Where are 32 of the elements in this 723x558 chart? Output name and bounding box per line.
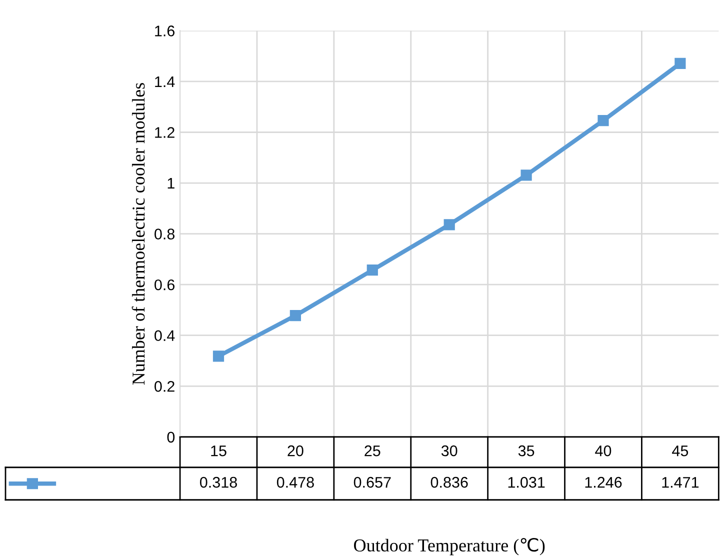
y-tick-label: 0.4 bbox=[154, 330, 175, 342]
point bbox=[366, 264, 378, 276]
y-tick-label: 1.6 bbox=[155, 26, 174, 36]
y-axis-title: Number of thermoelectric cooler modules bbox=[132, 83, 145, 385]
x-tick-label: 35 bbox=[518, 445, 534, 456]
x-tick-label: 40 bbox=[595, 445, 612, 456]
data-label: 0.836 bbox=[430, 476, 468, 488]
point bbox=[674, 58, 686, 69]
x-tick-label: 20 bbox=[288, 445, 304, 456]
y-tick-label: 0.6 bbox=[154, 279, 174, 290]
x-tick-label: 15 bbox=[211, 446, 226, 456]
y-tick-label: 1 bbox=[168, 178, 174, 189]
point bbox=[444, 219, 455, 230]
y-tick-label: 1.2 bbox=[155, 127, 174, 138]
data-label: 0.318 bbox=[200, 476, 237, 488]
x-axis-title: Outdoor Temperature (℃) bbox=[354, 538, 545, 556]
y-tick-label: 0.8 bbox=[154, 228, 175, 240]
x-tick-label: 25 bbox=[364, 445, 380, 456]
x-tick-label: 30 bbox=[441, 445, 458, 456]
point bbox=[212, 350, 224, 362]
point bbox=[598, 115, 609, 126]
point bbox=[290, 310, 302, 322]
data-label: 1.246 bbox=[585, 476, 622, 488]
y-tick-label: 0.2 bbox=[154, 381, 174, 392]
y-tick-label: 0 bbox=[167, 432, 175, 443]
data-label: 1.471 bbox=[662, 477, 699, 488]
data-label: 1.031 bbox=[508, 476, 545, 488]
point bbox=[520, 170, 532, 181]
y-tick-label: 1.4 bbox=[155, 76, 175, 88]
x-tick-label: 45 bbox=[672, 446, 688, 456]
data-label: 0.478 bbox=[276, 476, 314, 488]
data-label: 0.657 bbox=[354, 476, 391, 488]
